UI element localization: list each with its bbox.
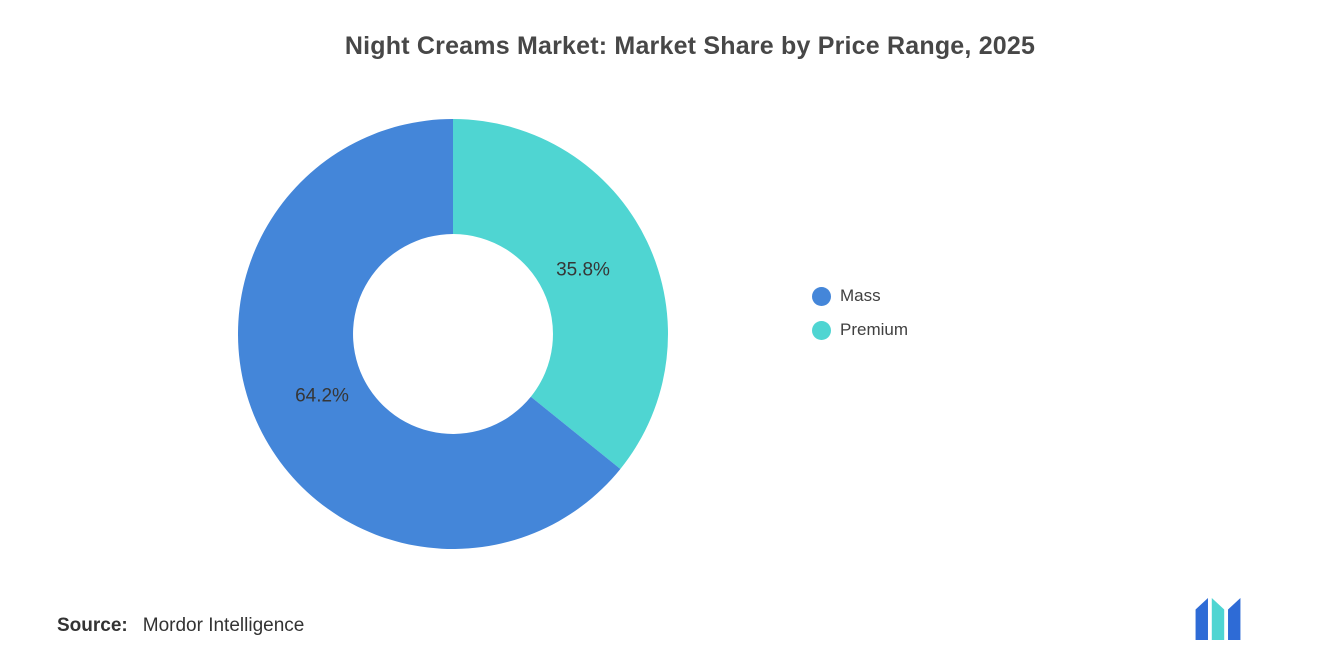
legend-item-mass[interactable]: Mass xyxy=(812,286,908,306)
source-line: Source: Mordor Intelligence xyxy=(57,615,304,637)
legend-marker-icon xyxy=(812,286,831,306)
legend-item-premium[interactable]: Premium xyxy=(812,320,908,340)
donut-chart: 35.8% 64.2% xyxy=(237,119,668,549)
chart-title: Night Creams Market: Market Share by Pri… xyxy=(344,32,1036,60)
source-value: Mordor Intelligence xyxy=(142,615,305,636)
mordor-logo-mark xyxy=(1195,598,1241,640)
mordor-intelligence-logo xyxy=(1189,598,1247,640)
legend-label: Premium xyxy=(840,320,909,339)
legend-marker-icon xyxy=(812,320,831,340)
slice-label-mass: 64.2% xyxy=(295,386,349,407)
slice-label-premium: 35.8% xyxy=(556,260,610,281)
donut-chart-svg: 35.8% 64.2% xyxy=(237,119,668,549)
source-label: Source: xyxy=(57,615,128,636)
pie-slice-premium[interactable] xyxy=(453,119,668,469)
legend-label: Mass xyxy=(840,286,881,305)
pie-slice-mass[interactable] xyxy=(237,119,621,549)
legend: Mass Premium xyxy=(812,286,908,340)
